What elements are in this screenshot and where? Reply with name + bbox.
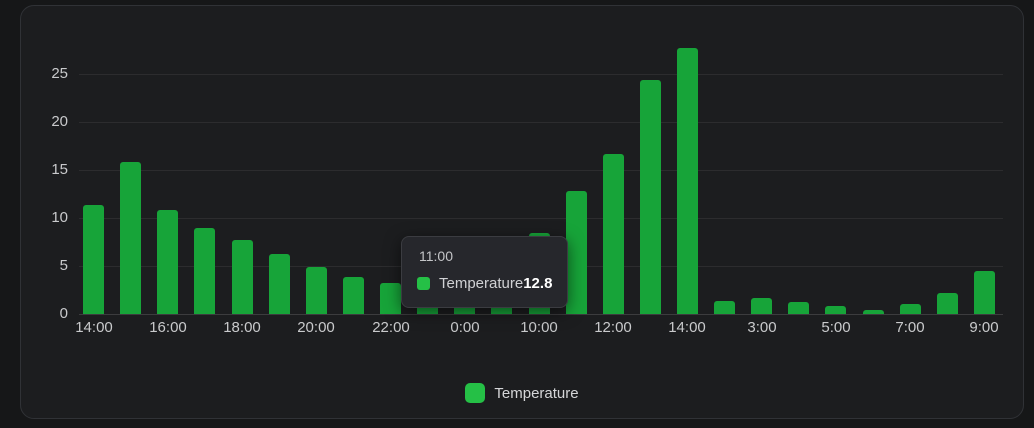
chart-panel: Temperature 0 5 10 15 20 25 14:00 16:00 18:00 20:…	[20, 5, 1024, 419]
x-axis-tick-label: 10:00	[520, 319, 558, 336]
temperature-bar-16[interactable]	[677, 48, 698, 314]
temperature-bar-22[interactable]	[900, 304, 921, 314]
gridline-y-15	[79, 170, 1003, 171]
x-axis-tick-label: 20:00	[297, 319, 335, 336]
x-axis-tick-label: 14:00	[75, 319, 113, 336]
hover-tooltip: 11:00 Temperature 12.8	[401, 236, 568, 308]
x-axis-tick-label: 9:00	[969, 319, 999, 336]
x-axis-tick-label: 7:00	[895, 319, 925, 336]
legend-color-swatch-icon	[465, 383, 486, 403]
gridline-y-10	[79, 218, 1003, 219]
temperature-bar-19[interactable]	[788, 302, 809, 314]
temperature-bar-14[interactable]	[603, 154, 624, 314]
temperature-bar-4[interactable]	[232, 240, 253, 314]
temperature-bar-17[interactable]	[714, 301, 735, 314]
x-axis-tick-label: 12:00	[594, 319, 632, 336]
temperature-bar-8[interactable]	[380, 283, 401, 314]
temperature-bar-2[interactable]	[157, 210, 178, 314]
tooltip-series-value: 12.8	[523, 275, 553, 292]
y-axis-tick-label: 0	[59, 305, 68, 322]
y-axis-tick-label: 5	[59, 257, 68, 274]
legend-series-label: Temperature	[494, 384, 579, 402]
temperature-bar-15[interactable]	[640, 80, 661, 314]
temperature-bar-23[interactable]	[937, 293, 958, 314]
legend-item-temperature[interactable]: Temperature	[21, 381, 1023, 405]
temperature-bar-13[interactable]	[566, 191, 587, 314]
y-axis-tick-label: 20	[51, 113, 68, 130]
temperature-bar-20[interactable]	[825, 306, 846, 314]
temperature-bar-1[interactable]	[120, 162, 141, 314]
x-axis-tick-label: 14:00	[668, 319, 706, 336]
temperature-bar-21[interactable]	[863, 310, 884, 314]
x-axis-tick-label: 3:00	[747, 319, 777, 336]
x-axis-tick-label: 16:00	[149, 319, 187, 336]
x-axis-tick-label: 22:00	[372, 319, 410, 336]
y-axis-tick-label: 10	[51, 209, 68, 226]
x-axis-tick-label: 18:00	[223, 319, 261, 336]
series-color-swatch-icon	[417, 277, 430, 290]
temperature-bar-0[interactable]	[83, 205, 104, 314]
temperature-bar-24[interactable]	[974, 271, 995, 314]
temperature-bar-7[interactable]	[343, 277, 364, 314]
temperature-bar-5[interactable]	[269, 254, 290, 314]
tooltip-series-name: Temperature	[439, 275, 524, 292]
tooltip-series-row: Temperature 12.8	[417, 275, 553, 292]
gridline-y-20	[79, 122, 1003, 123]
temperature-bar-3[interactable]	[194, 228, 215, 314]
x-axis-tick-label: 0:00	[450, 319, 480, 336]
temperature-bar-18[interactable]	[751, 298, 772, 314]
gridline-y-25	[79, 74, 1003, 75]
y-axis-tick-label: 15	[51, 161, 68, 178]
gridline-y-0	[79, 314, 1003, 315]
x-axis-tick-label: 5:00	[821, 319, 851, 336]
temperature-bar-6[interactable]	[306, 267, 327, 314]
tooltip-time: 11:00	[419, 248, 453, 264]
y-axis-tick-label: 25	[51, 65, 68, 82]
